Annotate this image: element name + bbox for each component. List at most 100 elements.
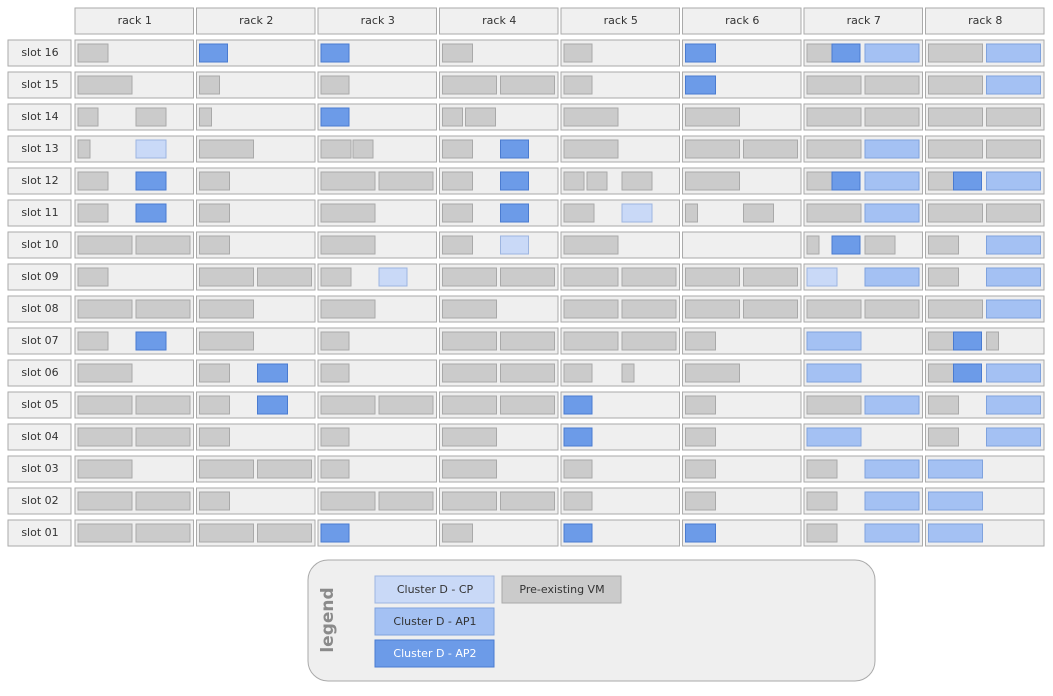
slot-header [7, 263, 72, 291]
legend-label: Cluster D - CP [397, 583, 474, 596]
vm-block [864, 75, 920, 95]
vm-block [442, 75, 497, 95]
slot-label: slot 13 [21, 142, 58, 155]
rack-slot [196, 103, 316, 131]
vm-block [320, 491, 376, 511]
vm-block [685, 75, 716, 95]
vm-block [77, 363, 133, 383]
vm-block [806, 203, 862, 223]
vm-block [563, 395, 593, 415]
legend-label: Cluster D - AP2 [393, 647, 476, 660]
slot-header [7, 135, 72, 163]
vm-block [685, 523, 716, 543]
slot-header [7, 295, 72, 323]
slot-label: slot 16 [21, 46, 58, 59]
rack-label: rack 3 [361, 14, 395, 27]
vm-block [986, 331, 999, 351]
slot-label: slot 09 [21, 270, 58, 283]
rack-slot [803, 231, 923, 259]
vm-block [320, 363, 350, 383]
slot-header [7, 231, 72, 259]
vm-block [743, 139, 798, 159]
vm-block [743, 203, 774, 223]
vm-block [685, 427, 716, 447]
vm-block [199, 459, 254, 479]
vm-block [199, 139, 254, 159]
vm-block [928, 395, 959, 415]
vm-block [199, 107, 212, 127]
vm-block [685, 363, 740, 383]
vm-block [864, 203, 920, 223]
vm-block [831, 235, 861, 255]
vm-block [500, 491, 555, 511]
vm-block [806, 395, 862, 415]
slot-header [7, 455, 72, 483]
rack-header [317, 7, 437, 35]
vm-block [928, 491, 983, 511]
legend-swatch [374, 575, 495, 604]
vm-block [563, 171, 585, 191]
rack-label: rack 5 [604, 14, 638, 27]
vm-block [831, 43, 861, 63]
vm-block [199, 171, 230, 191]
rack-label: rack 6 [725, 14, 759, 27]
vm-block [320, 267, 352, 287]
slot-label: slot 11 [21, 206, 58, 219]
vm-block [864, 523, 920, 543]
vm-block [831, 171, 861, 191]
vm-block [77, 139, 91, 159]
vm-block [986, 107, 1041, 127]
slot-label: slot 06 [21, 366, 58, 379]
vm-block [621, 267, 677, 287]
vm-block [953, 331, 982, 351]
vm-block [199, 299, 254, 319]
vm-block [352, 139, 374, 159]
rack-slot [682, 199, 802, 227]
vm-block [928, 171, 954, 191]
legend-label: Pre-existing VM [519, 583, 604, 596]
vm-block [986, 43, 1041, 63]
vm-block [77, 459, 133, 479]
slot-label: slot 07 [21, 334, 58, 347]
vm-block [621, 203, 653, 223]
slot-label: slot 05 [21, 398, 58, 411]
vm-block [77, 491, 133, 511]
vm-block [685, 107, 740, 127]
vm-block [320, 43, 350, 63]
vm-block [986, 363, 1041, 383]
vm-block [563, 299, 619, 319]
slot-label: slot 08 [21, 302, 58, 315]
vm-block [77, 523, 133, 543]
vm-block [743, 267, 798, 287]
vm-block [135, 139, 167, 159]
vm-block [806, 299, 862, 319]
vm-block [442, 491, 497, 511]
legend-swatch [374, 639, 495, 668]
rack-label: rack 8 [968, 14, 1002, 27]
vm-block [500, 331, 555, 351]
vm-block [928, 427, 959, 447]
vm-block [257, 395, 288, 415]
vm-block [77, 299, 133, 319]
vm-block [864, 459, 920, 479]
vm-block [199, 75, 220, 95]
rack-label: rack 7 [847, 14, 881, 27]
vm-block [986, 139, 1041, 159]
vm-block [864, 43, 920, 63]
vm-block [378, 171, 434, 191]
slot-header [7, 199, 72, 227]
vm-block [135, 203, 167, 223]
rack-header [803, 7, 923, 35]
vm-block [806, 235, 820, 255]
vm-block [685, 491, 716, 511]
vm-block [928, 235, 959, 255]
slot-header [7, 519, 72, 547]
vm-block [135, 235, 191, 255]
vm-block [320, 171, 376, 191]
vm-block [685, 267, 740, 287]
vm-block [442, 331, 497, 351]
vm-block [442, 427, 497, 447]
vm-block [563, 491, 593, 511]
vm-block [806, 171, 833, 191]
vm-block [563, 203, 595, 223]
